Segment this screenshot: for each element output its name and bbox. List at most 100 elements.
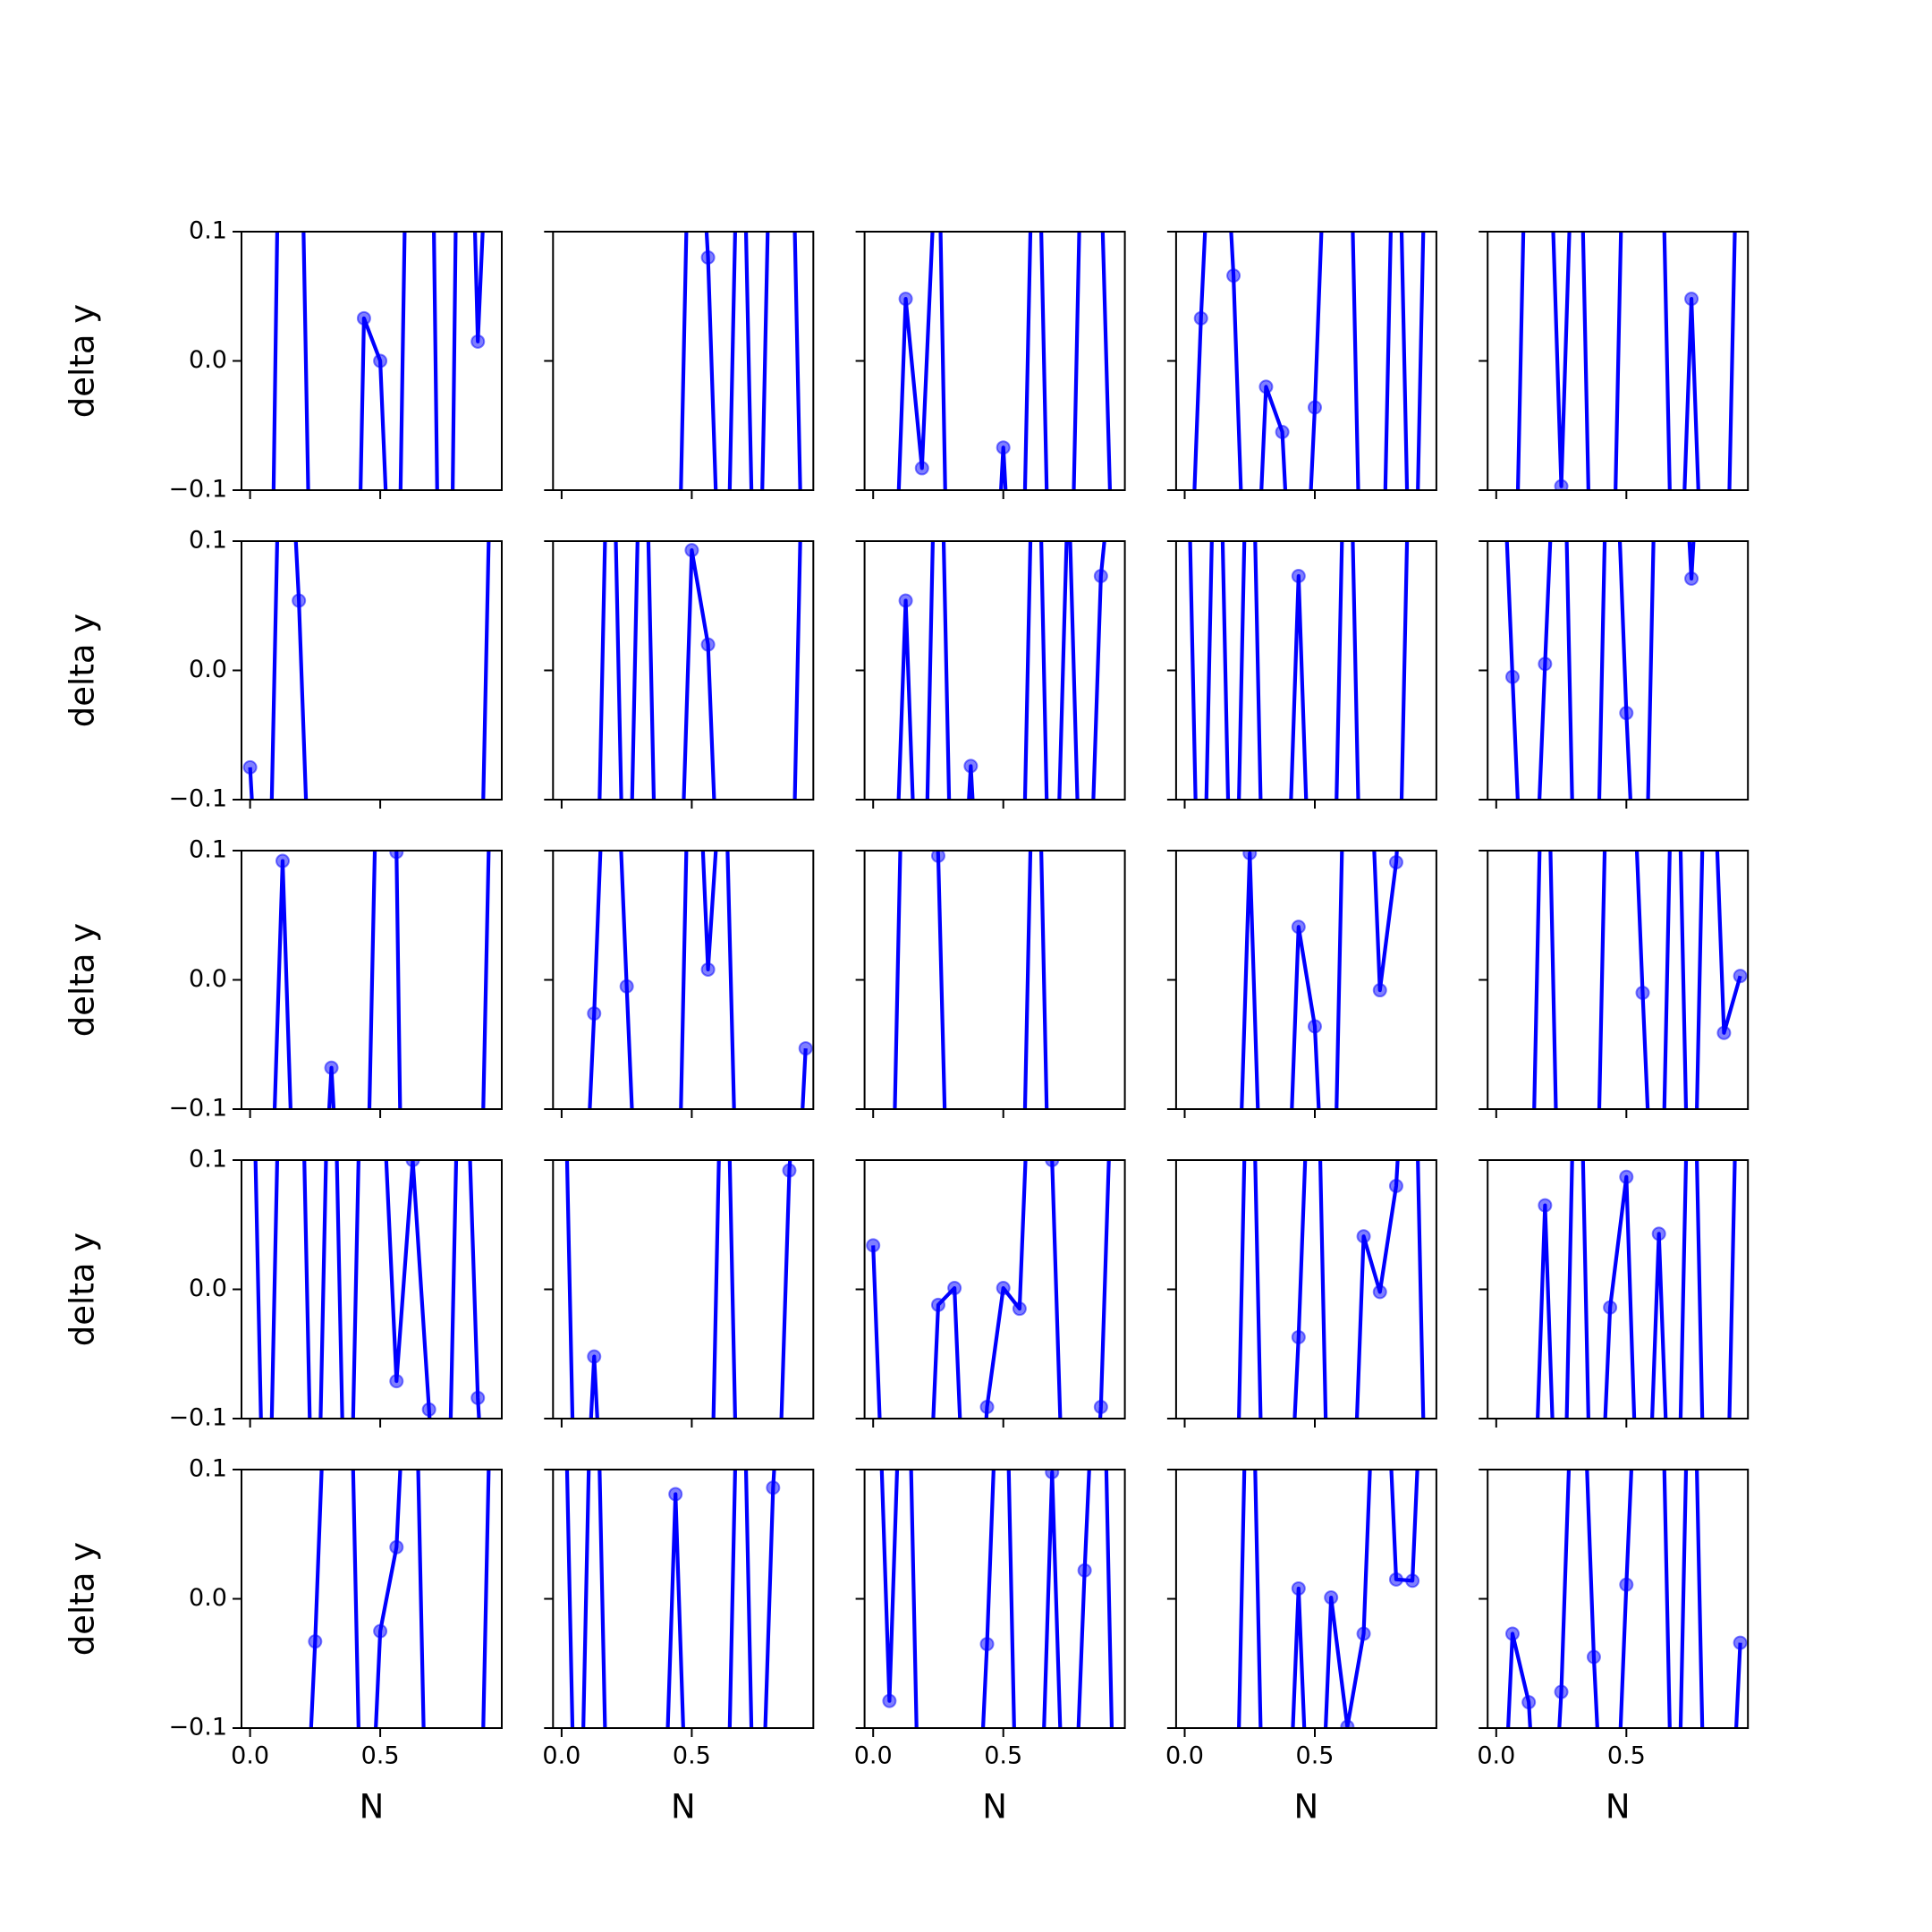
data-point — [1684, 571, 1699, 586]
subplot — [544, 850, 815, 1118]
plot-area — [866, 1160, 1111, 1419]
data-point — [1521, 1695, 1537, 1710]
data-point — [1388, 1572, 1403, 1587]
data-point — [1045, 1160, 1060, 1167]
data-line — [896, 232, 1113, 490]
subplot — [855, 1159, 1126, 1428]
data-point — [421, 1402, 436, 1417]
data-line — [588, 851, 808, 1109]
x-tick-label: 0.5 — [1296, 1742, 1335, 1770]
data-line — [1506, 1470, 1742, 1728]
data-point — [1716, 1025, 1732, 1040]
x-tick-label: 0.0 — [1165, 1742, 1204, 1770]
subplot — [1479, 540, 1750, 809]
data-point — [1586, 1649, 1601, 1665]
data-point — [242, 759, 258, 775]
x-tick-label: 0.0 — [542, 1742, 580, 1770]
data-point — [1291, 1580, 1306, 1596]
data-point — [389, 1539, 404, 1555]
data-point — [1504, 1626, 1520, 1641]
subplot — [544, 540, 815, 809]
x-axis-label: N — [360, 1788, 385, 1826]
data-line — [871, 1160, 1111, 1419]
data-point — [1619, 1577, 1634, 1592]
data-line — [271, 232, 485, 490]
data-point — [996, 1281, 1011, 1296]
y-tick-label: 0.0 — [189, 965, 227, 993]
data-point — [292, 593, 307, 608]
x-tick-label: 0.0 — [231, 1742, 269, 1770]
data-point — [1538, 657, 1553, 672]
subplot — [1479, 850, 1750, 1118]
plot-area — [896, 232, 1113, 490]
y-tick-label: 0.1 — [189, 217, 227, 245]
data-point — [882, 1693, 897, 1708]
data-point — [619, 979, 634, 994]
data-point — [587, 1349, 602, 1364]
subplot — [544, 1159, 815, 1428]
data-point — [1093, 569, 1108, 584]
x-axis-label: N — [1606, 1788, 1631, 1826]
plot-area — [564, 1470, 781, 1728]
data-point — [1372, 983, 1387, 998]
data-point — [914, 461, 929, 476]
y-tick-label: 0.0 — [189, 656, 227, 683]
data-point — [1405, 1573, 1420, 1589]
subplot — [1166, 540, 1437, 809]
plot-area — [564, 1160, 797, 1419]
data-point — [470, 334, 486, 349]
y-axis-label: delta y — [64, 614, 102, 727]
y-tick-label: −0.1 — [168, 1714, 227, 1741]
data-point — [373, 353, 388, 369]
data-point — [898, 593, 913, 608]
data-point — [1077, 1563, 1092, 1578]
data-line — [1237, 1160, 1426, 1419]
data-line — [1536, 1160, 1737, 1419]
data-point — [308, 1634, 323, 1649]
data-line — [272, 851, 491, 1109]
plot-area — [597, 541, 802, 800]
subplot — [1166, 850, 1437, 1118]
subplot: −0.1 0.0 0.1 delta y — [64, 527, 503, 813]
y-tick-label: 0.1 — [189, 1455, 227, 1483]
plot-area — [272, 851, 491, 1109]
data-point — [930, 851, 945, 863]
y-tick-label: −0.1 — [168, 1404, 227, 1432]
plot-area — [1237, 1470, 1420, 1728]
plot-area — [1240, 851, 1403, 1109]
subplot — [855, 850, 1126, 1118]
plot-area — [679, 232, 802, 490]
data-line — [1188, 541, 1410, 800]
y-tick-label: −0.1 — [168, 785, 227, 813]
x-tick-label: 0.5 — [1607, 1742, 1646, 1770]
plot-area — [242, 541, 491, 800]
data-point — [1045, 1470, 1060, 1479]
data-line — [597, 541, 802, 800]
subplot — [1479, 1159, 1750, 1428]
data-point — [1226, 268, 1241, 284]
subplot — [855, 540, 1126, 809]
y-tick-label: 0.0 — [189, 1584, 227, 1612]
data-point — [389, 1374, 404, 1389]
x-axis-label: N — [1294, 1788, 1319, 1826]
subplot: 0.0 0.5 N — [1477, 1469, 1750, 1826]
y-tick-label: −0.1 — [168, 1095, 227, 1123]
subplot — [1479, 231, 1750, 499]
data-point — [979, 1399, 995, 1414]
data-point — [1538, 1198, 1553, 1213]
data-point — [898, 292, 913, 307]
data-point — [470, 1390, 486, 1405]
data-point — [684, 543, 699, 558]
data-line — [1532, 851, 1742, 1109]
subplot: −0.1 0.0 0.1 delta y — [64, 836, 503, 1123]
data-point — [947, 1281, 962, 1296]
data-point — [1684, 292, 1699, 307]
data-line — [879, 1470, 1114, 1728]
x-axis-label: N — [982, 1788, 1007, 1826]
subplot: −0.1 0.0 0.1 delta y — [64, 1146, 503, 1432]
x-tick-label: 0.5 — [361, 1742, 400, 1770]
subplot: 0.0 0.5 N — [1165, 1469, 1437, 1826]
data-point — [1554, 1684, 1569, 1699]
